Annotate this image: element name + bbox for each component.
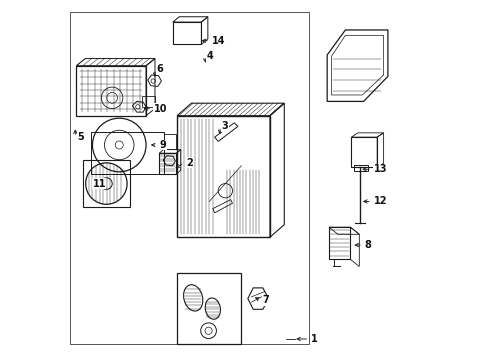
Text: 7: 7 [263,296,270,305]
Text: 1: 1 [311,334,318,344]
Text: 14: 14 [212,36,225,46]
Text: 6: 6 [157,64,164,74]
Text: 4: 4 [207,51,214,61]
Text: 2: 2 [186,158,193,168]
Text: 9: 9 [159,140,166,150]
Text: 11: 11 [93,179,106,189]
Text: 10: 10 [154,104,168,113]
Text: 3: 3 [222,121,228,131]
Text: 12: 12 [373,197,387,206]
Text: 5: 5 [77,132,84,142]
Text: 13: 13 [373,164,387,174]
Text: 8: 8 [365,240,371,250]
